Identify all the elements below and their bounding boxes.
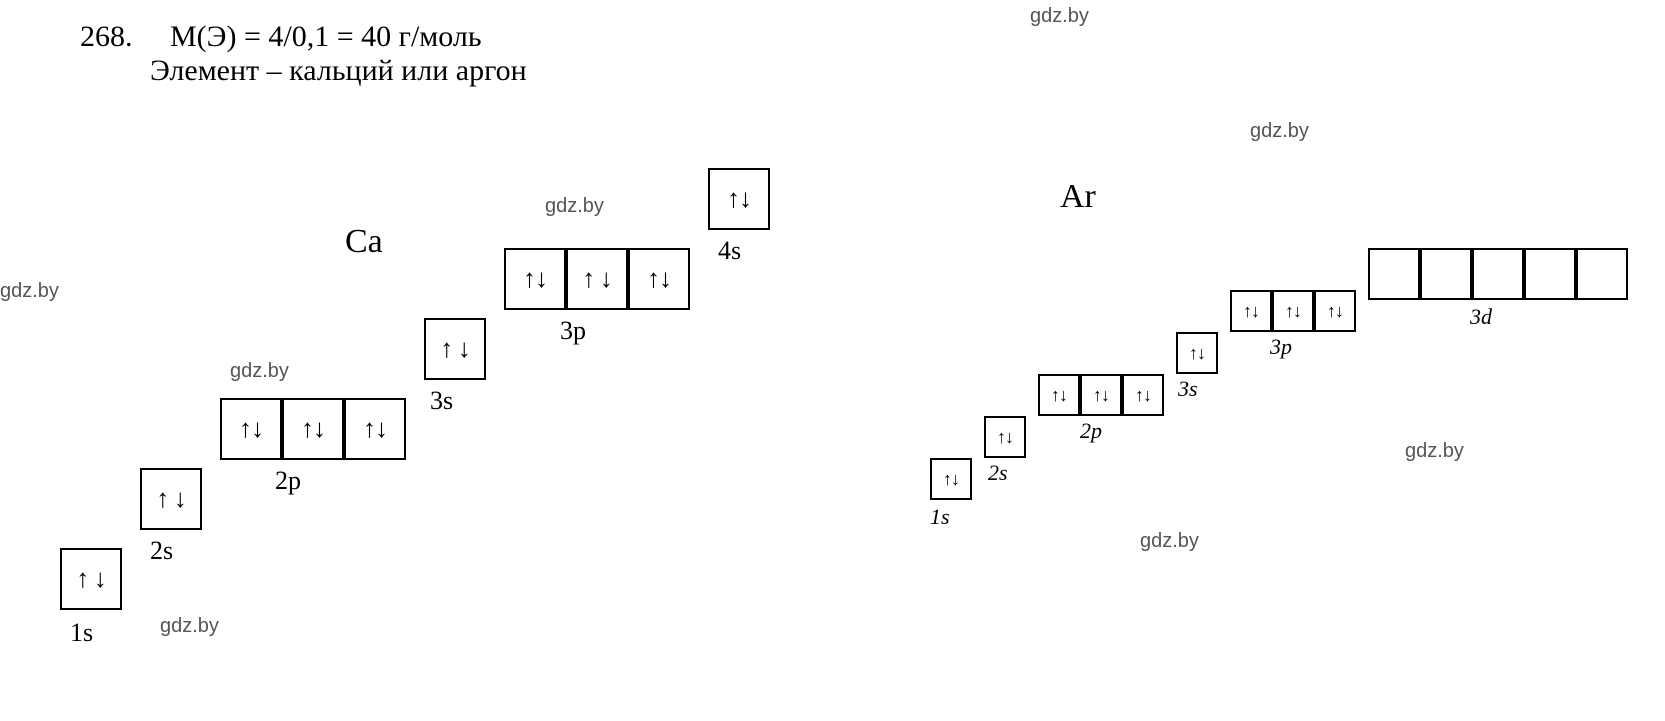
orbital-box: ↑↓ [628, 248, 690, 310]
orbital-label: 2p [275, 466, 301, 496]
orbital-box [1472, 248, 1524, 300]
electron-arrows: ↑↓ [1189, 344, 1205, 362]
watermark: gdz.by [0, 280, 59, 303]
orbital-box: ↑↓ [504, 248, 566, 310]
orbital-label: 3s [430, 386, 453, 416]
orbital-box: ↑ ↓ [424, 318, 486, 380]
orbital-box: ↑↓ [1230, 290, 1272, 332]
orbital-box [1576, 248, 1628, 300]
orbital-box: ↑↓ [984, 416, 1026, 458]
orbital-box: ↑↓ [1176, 332, 1218, 374]
orbital-label: 3s [1178, 376, 1198, 402]
electron-arrows: ↑↓ [239, 416, 263, 442]
problem-line-1: 268. М(Э) = 4/0,1 = 40 г/моль [80, 20, 1605, 54]
orbital-label: 1s [70, 618, 93, 648]
electron-arrows: ↑ ↓ [582, 266, 612, 292]
orbital-box: ↑ ↓ [60, 548, 122, 610]
orbital-box: ↑↓ [282, 398, 344, 460]
orbital-box [1524, 248, 1576, 300]
orbital-box: ↑↓ [1122, 374, 1164, 416]
ca-label: Ca [345, 223, 383, 261]
orbital-label: 1s [930, 504, 950, 530]
ca-diagram: Ca ↑ ↓ ↑ ↓ ↑↓ ↑↓ ↑↓ ↑ ↓ ↑↓ ↑ ↓ ↑↓ ↑↓ 1s 2s 2p 3s 3p 4s [60, 118, 810, 658]
electron-arrows: ↑ ↓ [440, 336, 470, 362]
watermark: gdz.by [545, 195, 604, 218]
watermark: gdz.by [1030, 5, 1089, 28]
orbital-box [1368, 248, 1420, 300]
diagrams-area: Ca ↑ ↓↑ ↓↑↓↑↓↑↓↑ ↓↑↓↑ ↓↑↓↑↓1s2s2p3s3p4s … [60, 118, 1605, 638]
orbital-label: 2s [988, 460, 1008, 486]
orbital-box: ↑↓ [344, 398, 406, 460]
orbital-box: ↑↓ [1080, 374, 1122, 416]
ar-label: Ar [1060, 178, 1096, 216]
orbital-box: ↑ ↓ [566, 248, 628, 310]
watermark: gdz.by [230, 360, 289, 383]
electron-arrows: ↑↓ [1051, 386, 1067, 404]
electron-arrows: ↑↓ [363, 416, 387, 442]
electron-arrows: ↑↓ [647, 266, 671, 292]
orbital-label: 4s [718, 236, 741, 266]
electron-arrows: ↑↓ [727, 186, 751, 212]
orbital-box: ↑↓ [930, 458, 972, 500]
watermark: gdz.by [160, 615, 219, 638]
orbital-box: ↑↓ [1038, 374, 1080, 416]
orbital-label: 2s [150, 536, 173, 566]
electron-arrows: ↑↓ [943, 470, 959, 488]
electron-arrows: ↑↓ [523, 266, 547, 292]
formula-text: М(Э) = 4/0,1 = 40 г/моль [170, 20, 482, 53]
orbital-label: 3p [1270, 334, 1292, 360]
watermark: gdz.by [1405, 440, 1464, 463]
electron-arrows: ↑↓ [1243, 302, 1259, 320]
orbital-box [1420, 248, 1472, 300]
orbital-label: 3d [1470, 304, 1492, 330]
electron-arrows: ↑↓ [1285, 302, 1301, 320]
orbital-label: 2p [1080, 418, 1102, 444]
electron-arrows: ↑ ↓ [76, 566, 106, 592]
orbital-box: ↑↓ [220, 398, 282, 460]
ar-diagram: Ar ↑↓ ↑↓ ↑↓ ↑↓ ↑↓ ↑↓ ↑↓ ↑↓ ↑↓ 1s 2s 2p 3s 3p 3d [930, 178, 1660, 578]
electron-arrows: ↑↓ [997, 428, 1013, 446]
problem-number: 268. [80, 20, 133, 53]
electron-arrows: ↑↓ [301, 416, 325, 442]
orbital-box: ↑↓ [1314, 290, 1356, 332]
orbital-box: ↑↓ [1272, 290, 1314, 332]
problem-line-2: Элемент – кальций или аргон [150, 54, 1605, 88]
electron-arrows: ↑↓ [1093, 386, 1109, 404]
orbital-label: 3p [560, 316, 586, 346]
watermark: gdz.by [1140, 530, 1199, 553]
electron-arrows: ↑ ↓ [156, 486, 186, 512]
electron-arrows: ↑↓ [1135, 386, 1151, 404]
orbital-box: ↑↓ [708, 168, 770, 230]
electron-arrows: ↑↓ [1327, 302, 1343, 320]
watermark: gdz.by [1250, 120, 1309, 143]
orbital-box: ↑ ↓ [140, 468, 202, 530]
